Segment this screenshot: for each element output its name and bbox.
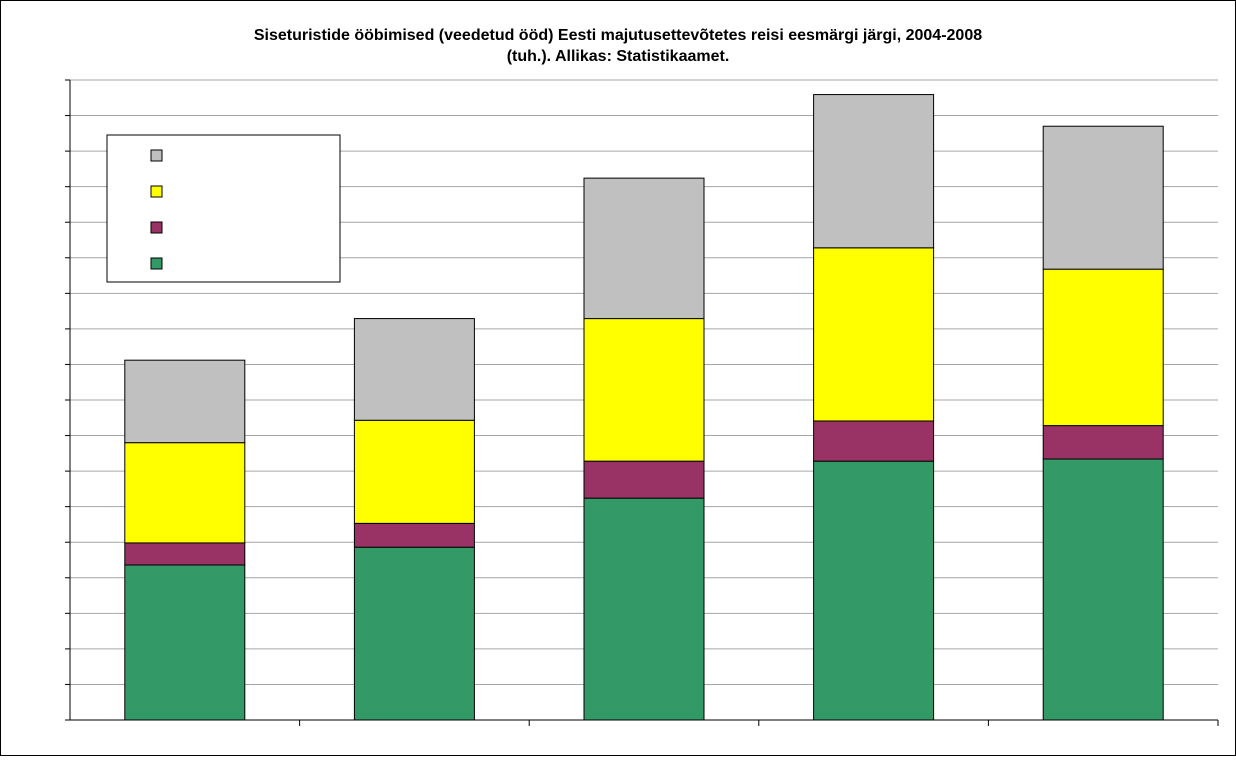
bar-segment — [353, 318, 475, 421]
bar-segment — [583, 460, 705, 499]
legend — [106, 134, 341, 283]
bar-segment — [353, 419, 475, 524]
bar-segment — [813, 94, 935, 249]
bar-segment — [353, 546, 475, 721]
bar-segment — [353, 522, 475, 548]
axes — [65, 79, 1219, 726]
bar-segment — [1042, 125, 1164, 270]
bars — [124, 94, 1164, 721]
bar-segment — [1042, 425, 1164, 460]
legend-swatch — [150, 221, 163, 234]
chart-title-line-2: (tuh.). Allikas: Statistikaamet. — [507, 48, 730, 65]
bar-segment — [124, 564, 246, 721]
bar-segment — [813, 460, 935, 721]
bar-segment — [813, 247, 935, 422]
chart-title-line-1: Siseturistide ööbimised (veedetud ööd) E… — [254, 27, 982, 44]
legend-swatch — [150, 257, 163, 270]
legend-swatch — [150, 149, 163, 162]
legend-box — [106, 134, 341, 283]
bar-segment — [813, 420, 935, 462]
bar-segment — [124, 442, 246, 544]
bar-segment — [124, 542, 246, 566]
bar-segment — [583, 177, 705, 320]
bar-segment — [583, 318, 705, 462]
bar-segment — [583, 497, 705, 721]
bar-segment — [1042, 458, 1164, 721]
legend-swatch — [150, 185, 163, 198]
bar-segment — [1042, 268, 1164, 427]
bar-segment — [124, 359, 246, 444]
